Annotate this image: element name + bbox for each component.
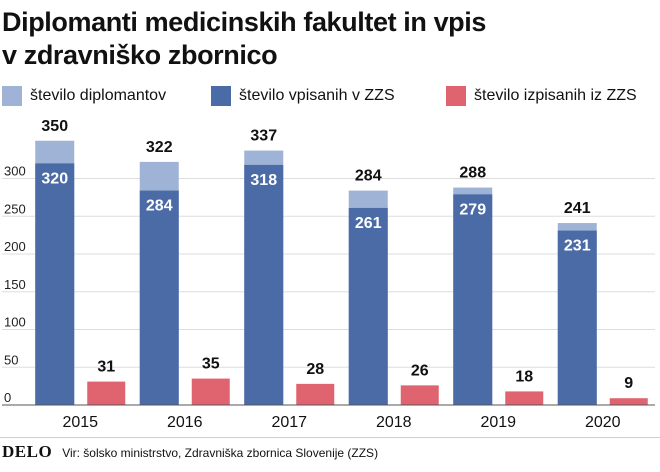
bar-deregistered [191, 378, 230, 405]
y-tick-label: 50 [4, 352, 18, 367]
legend-item-graduates: število diplomantov [2, 86, 166, 106]
bar-deregistered [87, 381, 126, 405]
data-label-registered: 261 [355, 215, 382, 232]
x-tick-label: 2018 [376, 414, 412, 431]
data-label-graduates: 337 [250, 128, 277, 145]
bar-deregistered [400, 385, 439, 405]
bar-registered [35, 163, 75, 405]
legend-swatch-graduates [2, 86, 22, 106]
data-label-deregistered: 28 [306, 361, 324, 378]
bar-registered [244, 164, 284, 405]
legend-swatch-registered [211, 86, 231, 106]
bar-registered [139, 190, 179, 405]
data-label-registered: 320 [41, 170, 68, 187]
legend-label-graduates: število diplomantov [30, 87, 167, 104]
legend: število diplomantov število vpisanih v Z… [0, 86, 660, 110]
data-label-deregistered: 35 [202, 356, 220, 373]
source-note: Vir: šolsko ministrstvo, Zdravniška zbor… [62, 446, 379, 460]
data-label-registered: 231 [564, 238, 591, 255]
data-label-graduates: 241 [564, 200, 591, 217]
bar-deregistered [505, 391, 544, 405]
bar-deregistered [296, 383, 335, 405]
y-tick-label: 100 [4, 315, 26, 330]
bar-registered [348, 207, 388, 405]
chart-title-line-1: Diplomanti medicinskih fakultet in vpis [2, 7, 486, 37]
data-label-graduates: 322 [146, 139, 173, 156]
data-label-deregistered: 31 [97, 359, 115, 376]
data-label-deregistered: 9 [624, 375, 633, 392]
y-tick-label: 250 [4, 201, 26, 216]
x-tick-label: 2016 [167, 414, 203, 431]
legend-label-registered: število vpisanih v ZZS [239, 87, 395, 104]
bar-deregistered [609, 398, 648, 405]
legend-item-deregistered: število izpisanih iz ZZS [446, 86, 637, 106]
chart-title-line-2: v zdravniško zbornico [2, 40, 278, 70]
bar-registered [453, 194, 493, 405]
x-tick-label: 2020 [585, 414, 621, 431]
x-tick-label: 2017 [271, 414, 307, 431]
data-label-registered: 318 [250, 172, 277, 189]
legend-item-registered: število vpisanih v ZZS [211, 86, 395, 106]
legend-label-deregistered: število izpisanih iz ZZS [474, 87, 637, 104]
y-tick-label: 150 [4, 277, 26, 292]
y-tick-label: 0 [4, 390, 11, 405]
data-label-graduates: 288 [459, 165, 486, 182]
bar-registered [557, 230, 597, 405]
x-tick-label: 2015 [62, 414, 98, 431]
y-tick-label: 300 [4, 164, 26, 179]
y-tick-label: 200 [4, 239, 26, 254]
data-label-registered: 279 [459, 201, 486, 218]
footer-divider [0, 437, 660, 438]
data-label-deregistered: 18 [515, 368, 533, 385]
delo-logo: DELO [2, 442, 53, 461]
data-label-registered: 284 [146, 198, 173, 215]
footer: DELO Vir: šolsko ministrstvo, Zdravniška… [2, 442, 378, 462]
data-label-graduates: 350 [41, 118, 68, 135]
legend-swatch-deregistered [446, 86, 466, 106]
data-label-graduates: 284 [355, 168, 382, 185]
x-tick-label: 2019 [480, 414, 516, 431]
chart-title: Diplomanti medicinskih fakultet in vpis … [2, 6, 486, 72]
data-label-deregistered: 26 [411, 362, 429, 379]
